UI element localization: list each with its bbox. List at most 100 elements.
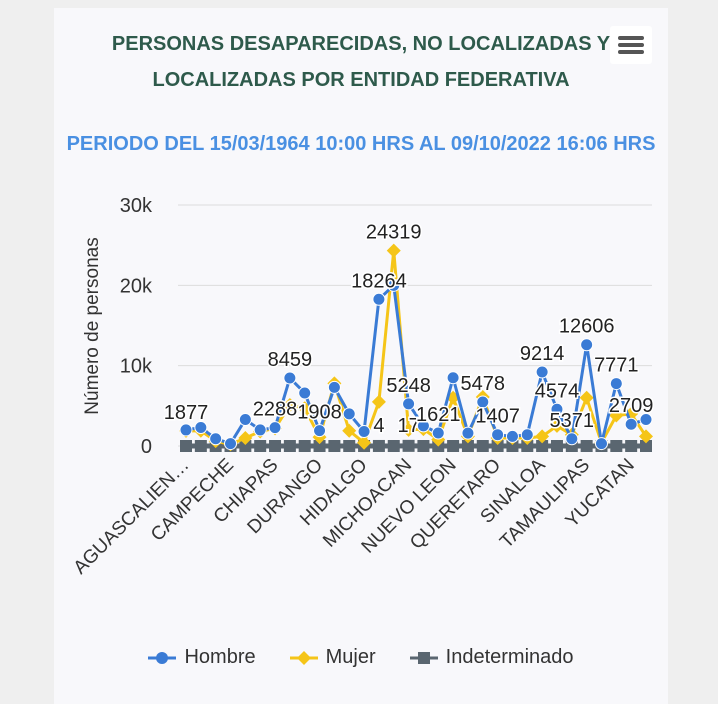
data-point-indeterminado [239, 440, 252, 452]
y-tick-label: 30k [120, 195, 153, 217]
data-point-mujer [282, 398, 297, 413]
data-point-indeterminado [610, 440, 623, 452]
data-point-hombre [461, 426, 475, 440]
data-label: 1877 [164, 402, 209, 424]
data-point-hombre [224, 437, 238, 451]
data-point-indeterminado [372, 439, 385, 452]
data-point-hombre [402, 397, 416, 411]
legend-label-hombre: Hombre [184, 646, 256, 668]
data-label: 7771 [594, 355, 639, 377]
data-label: 2288 [253, 399, 298, 421]
data-label: 9214 [520, 343, 565, 365]
data-point-mujer [535, 429, 550, 444]
data-point-hombre [550, 402, 564, 416]
legend-mujer-marker-icon [289, 650, 318, 665]
data-point-indeterminado [298, 440, 311, 452]
hamburger-menu-icon[interactable] [610, 26, 652, 64]
data-point-hombre [253, 423, 267, 437]
data-point-indeterminado [491, 440, 504, 452]
data-label: 1621 [416, 404, 461, 426]
y-tick-label: 20k [120, 275, 153, 297]
data-point-hombre [580, 338, 594, 352]
data-point-hombre [298, 386, 312, 400]
data-point-hombre [357, 425, 371, 439]
y-tick-label: 10k [120, 356, 153, 378]
y-axis-title: Número de personas [82, 237, 103, 414]
data-point-indeterminado [328, 440, 341, 452]
data-point-hombre [209, 432, 223, 446]
data-point-hombre [476, 395, 490, 409]
data-point-hombre [372, 292, 386, 306]
data-point-indeterminado [461, 440, 474, 452]
data-point-indeterminado [476, 440, 489, 452]
data-label: 4 [373, 415, 384, 437]
data-point-mujer [549, 418, 564, 433]
data-point-mujer [401, 422, 416, 437]
chart-subtitle: PERIODO DEL 15/03/1964 10:00 HRS AL 09/1… [66, 133, 656, 155]
data-point-hombre [342, 407, 356, 421]
chart-legend: Hombre Mujer Indeterminado [54, 646, 668, 669]
data-label: 24319 [366, 222, 422, 244]
data-point-hombre [446, 371, 460, 385]
data-point-mujer [386, 243, 401, 258]
data-point-hombre [238, 412, 252, 426]
legend-item-indeterminado[interactable]: Indeterminado [409, 646, 574, 669]
chart-card [54, 8, 668, 704]
data-point-hombre [520, 428, 534, 442]
data-point-indeterminado [387, 440, 400, 452]
data-point-mujer [342, 423, 357, 438]
data-point-hombre [194, 421, 208, 435]
data-point-hombre [491, 428, 505, 442]
data-point-hombre [179, 423, 193, 437]
data-point-indeterminado [640, 440, 652, 452]
data-point-indeterminado [402, 439, 415, 452]
data-point-hombre [594, 437, 608, 451]
data-point-indeterminado [194, 440, 207, 452]
legend-item-mujer[interactable]: Mujer [289, 646, 376, 669]
legend-label-indeterminado: Indeterminado [445, 646, 574, 668]
data-point-hombre [624, 417, 638, 431]
data-point-hombre [535, 365, 549, 379]
legend-indeterminado-marker-icon [409, 651, 438, 664]
data-point-hombre [639, 412, 653, 426]
data-point-indeterminado [550, 440, 563, 452]
data-point-mujer [579, 390, 594, 405]
data-point-hombre [431, 426, 445, 440]
data-point-mujer [371, 394, 386, 409]
data-point-hombre [327, 380, 341, 394]
data-point-hombre [313, 424, 327, 438]
data-point-indeterminado [417, 440, 430, 452]
data-label: 8459 [268, 349, 313, 371]
data-point-hombre [283, 371, 297, 385]
data-point-indeterminado [313, 440, 326, 452]
data-label: 5478 [461, 373, 506, 395]
data-label: 2709 [609, 395, 654, 417]
data-point-hombre [505, 429, 519, 443]
data-point-mujer [357, 435, 372, 450]
data-point-indeterminado [283, 440, 296, 452]
data-point-indeterminado [343, 440, 356, 452]
data-label: 1407 [475, 406, 520, 428]
chart-title: PERSONAS DESAPARECIDAS, NO LOCALIZADAS Y… [111, 33, 611, 91]
legend-label-mujer: Mujer [325, 646, 376, 668]
data-label: 5248 [386, 375, 431, 397]
data-label: 1908 [297, 402, 342, 424]
data-point-hombre [609, 377, 623, 391]
data-point-indeterminado [506, 440, 519, 452]
data-point-indeterminado [521, 440, 534, 452]
data-point-hombre [268, 421, 282, 435]
data-point-hombre [387, 278, 401, 292]
data-point-indeterminado [254, 440, 267, 452]
data-point-mujer [238, 430, 253, 445]
data-label: 4574 [535, 380, 580, 402]
data-label: 17 [397, 415, 419, 437]
data-point-mujer [639, 429, 653, 444]
data-label: 5371 [550, 410, 595, 432]
data-point-hombre [416, 419, 430, 433]
data-point-indeterminado [447, 440, 460, 452]
data-point-indeterminado [269, 440, 282, 452]
data-point-indeterminado [536, 440, 549, 452]
y-tick-label: 0 [141, 436, 152, 458]
legend-item-hombre[interactable]: Hombre [148, 646, 256, 669]
